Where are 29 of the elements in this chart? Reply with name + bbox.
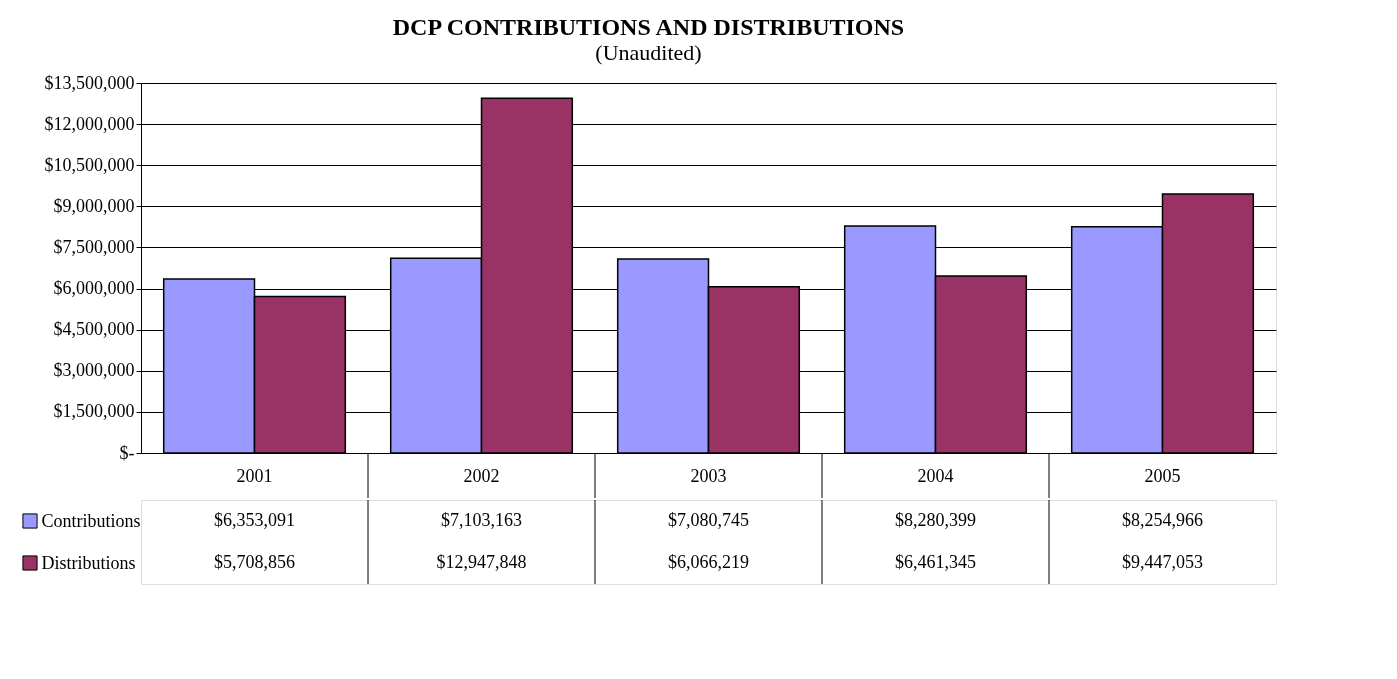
data-label: $8,254,966: [1122, 510, 1203, 530]
x-tick-label: 2005: [1144, 465, 1181, 486]
data-label: $6,461,345: [895, 552, 976, 572]
legend-label: Contributions: [41, 510, 141, 531]
y-tick-label: $6,000,000: [53, 278, 135, 299]
data-label: $5,708,856: [214, 552, 295, 572]
x-tick-label: 2002: [463, 465, 500, 486]
data-label: $9,447,053: [1122, 552, 1203, 572]
y-tick-label: $13,500,000: [44, 72, 135, 93]
chart-subtitle: (Unaudited): [595, 39, 702, 65]
x-tick-label: 2004: [917, 465, 954, 486]
y-tick-label: $9,000,000: [53, 195, 135, 216]
y-tick-label: $1,500,000: [53, 401, 135, 422]
legend-label: Distributions: [41, 552, 136, 573]
y-tick-label: $7,500,000: [53, 236, 135, 257]
chart-title: DCP CONTRIBUTIONS AND DISTRIBUTIONS: [392, 13, 905, 40]
x-tick-label: 2003: [690, 465, 727, 486]
data-label: $6,353,091: [214, 510, 295, 530]
data-label: $12,947,848: [436, 552, 527, 572]
y-tick-label: $12,000,000: [44, 113, 135, 134]
data-label: $7,080,745: [668, 510, 749, 530]
y-tick-label: $4,500,000: [53, 319, 135, 340]
data-label: $8,280,399: [895, 510, 976, 530]
y-tick-label: $3,000,000: [53, 360, 135, 381]
y-tick-label: $10,500,000: [44, 154, 135, 175]
data-label: $7,103,163: [441, 510, 522, 530]
data-label: $6,066,219: [668, 552, 749, 572]
y-tick-label: $-: [119, 442, 135, 463]
x-tick-label: 2001: [236, 465, 273, 486]
